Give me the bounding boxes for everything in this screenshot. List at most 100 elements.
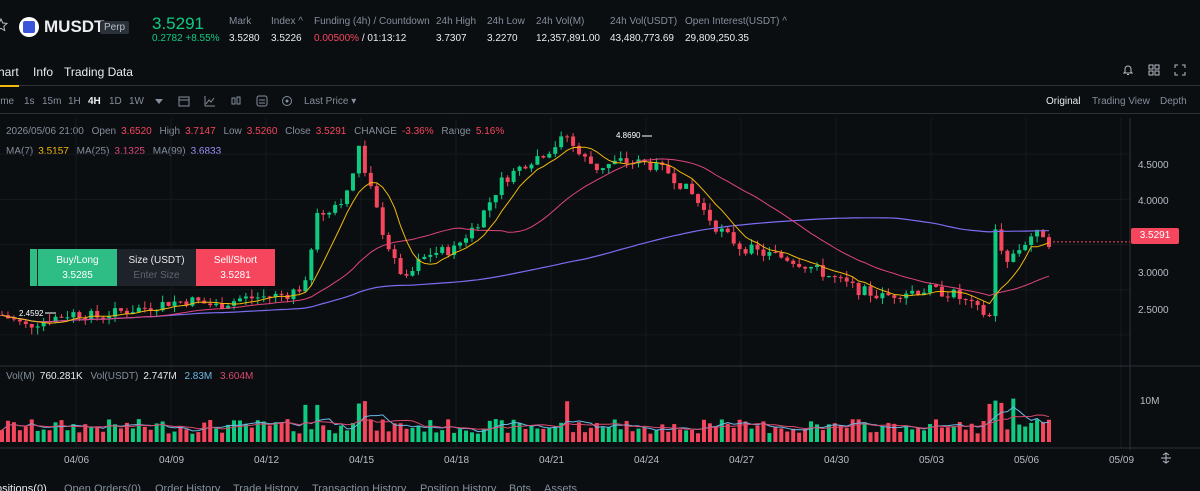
volume-bar — [327, 430, 332, 442]
tab-assets[interactable]: Assets — [544, 483, 578, 491]
candle — [535, 156, 540, 165]
tab-position-history[interactable]: Position History — [420, 483, 497, 491]
high-annotation: 4.8690 — [614, 131, 643, 140]
candle — [434, 252, 439, 255]
volume-bar — [255, 420, 260, 442]
tab-order-history[interactable]: Order History — [155, 483, 221, 491]
candle — [89, 310, 94, 320]
interval-1h[interactable]: 1H — [68, 96, 81, 107]
stat-funding: Funding (4h) / Countdown 0.00500% / 01:1… — [314, 16, 430, 44]
indicators-icon[interactable] — [178, 95, 190, 107]
candle — [999, 229, 1004, 251]
star-icon[interactable] — [0, 18, 8, 32]
candle — [630, 163, 635, 165]
volume-bar — [541, 428, 546, 442]
candle — [1035, 229, 1040, 237]
candle — [243, 296, 248, 299]
interval-1w[interactable]: 1W — [129, 96, 144, 107]
volume-bar — [588, 427, 593, 442]
volume-bar — [273, 422, 278, 442]
candle — [565, 136, 570, 138]
volume-bar — [862, 422, 867, 442]
stat-index[interactable]: Index ^ 3.5226 — [271, 16, 303, 44]
candles-icon[interactable] — [230, 95, 242, 107]
settings-grid-icon[interactable] — [1148, 64, 1160, 76]
candle — [493, 195, 498, 203]
volume-bar — [547, 427, 552, 442]
candle — [481, 210, 486, 228]
volume-bar — [321, 425, 326, 442]
candle — [0, 315, 4, 317]
volume-bar — [856, 419, 861, 442]
volume-bar — [83, 424, 88, 442]
stat-open-interest[interactable]: Open Interest(USDT) ^ 29,809,250.35 — [685, 16, 787, 44]
volume-bar — [1017, 424, 1022, 442]
candle — [660, 162, 665, 166]
volume-bar — [910, 429, 915, 442]
volume-bar — [636, 428, 641, 442]
candle — [172, 301, 177, 306]
size-input[interactable]: Size (USDT) Enter Size — [128, 255, 185, 281]
current-price-tag: 3.5291 — [1131, 228, 1179, 244]
candle — [981, 304, 986, 315]
buy-long-button[interactable]: Buy/Long 3.5285 — [38, 249, 117, 286]
layout-icon[interactable] — [256, 95, 268, 107]
x-tick-label: 04/21 — [539, 455, 565, 466]
candle — [690, 183, 695, 195]
volume-bar — [118, 428, 123, 442]
interval-1s[interactable]: 1s — [24, 96, 35, 107]
tab-trading-data[interactable]: Trading Data — [64, 65, 133, 79]
volume-bar — [957, 421, 962, 442]
candle — [386, 234, 391, 250]
candle — [761, 249, 766, 256]
coin-logo-icon — [19, 17, 39, 37]
more-intervals-caret-icon[interactable] — [153, 95, 165, 107]
candle — [148, 308, 153, 311]
volume-bar — [826, 424, 831, 442]
time-label[interactable]: ime — [0, 96, 15, 107]
candle — [327, 212, 332, 215]
candle — [844, 277, 849, 282]
tab-trade-history[interactable]: Trade History — [233, 483, 299, 491]
tab-chart[interactable]: hart — [0, 65, 19, 87]
view-depth[interactable]: Depth — [1160, 96, 1187, 107]
tab-open-orders[interactable]: Open Orders(0) — [64, 483, 142, 491]
sell-short-button[interactable]: Sell/Short 3.5281 — [196, 249, 275, 286]
volume-bar — [65, 430, 70, 442]
symbol-name[interactable]: MUSDT — [44, 17, 105, 36]
volume-bar — [95, 427, 100, 442]
line-chart-icon[interactable] — [204, 95, 216, 107]
volume-bar — [452, 432, 457, 442]
target-icon[interactable] — [281, 95, 293, 107]
volume-bar — [696, 433, 701, 442]
y-tick-label: 4.0000 — [1138, 196, 1169, 207]
volume-bar — [945, 427, 950, 442]
volume-bar — [243, 423, 248, 442]
volume-bar — [77, 432, 82, 442]
interval-1d[interactable]: 1D — [109, 96, 122, 107]
candle — [987, 314, 992, 317]
candle — [684, 183, 689, 189]
tab-bots[interactable]: Bots — [509, 483, 532, 491]
tab-info[interactable]: Info — [33, 65, 54, 79]
volume-bar — [529, 425, 534, 442]
interval-4h[interactable]: 4H — [88, 96, 101, 107]
x-tick-label: 04/15 — [349, 455, 375, 466]
price-type-select[interactable]: Last Price ▾ — [304, 96, 357, 107]
candle — [279, 293, 284, 295]
interval-15m[interactable]: 15m — [42, 96, 62, 107]
view-trading-view[interactable]: Trading View — [1092, 96, 1150, 107]
candle — [642, 159, 647, 162]
drag-handle[interactable] — [30, 249, 38, 286]
volume-bar — [666, 431, 671, 442]
tab-positions[interactable]: ositions(0) — [0, 483, 47, 491]
candle — [1005, 250, 1010, 262]
expand-icon[interactable] — [1174, 64, 1186, 76]
tab-transaction-history[interactable]: Transaction History — [312, 483, 407, 491]
volume-bar — [928, 424, 933, 442]
scale-toggle-icon[interactable] — [1160, 452, 1172, 464]
alert-icon[interactable] — [1122, 64, 1134, 76]
volume-bar — [53, 422, 58, 442]
view-original[interactable]: Original — [1046, 96, 1081, 107]
candle — [547, 153, 552, 158]
